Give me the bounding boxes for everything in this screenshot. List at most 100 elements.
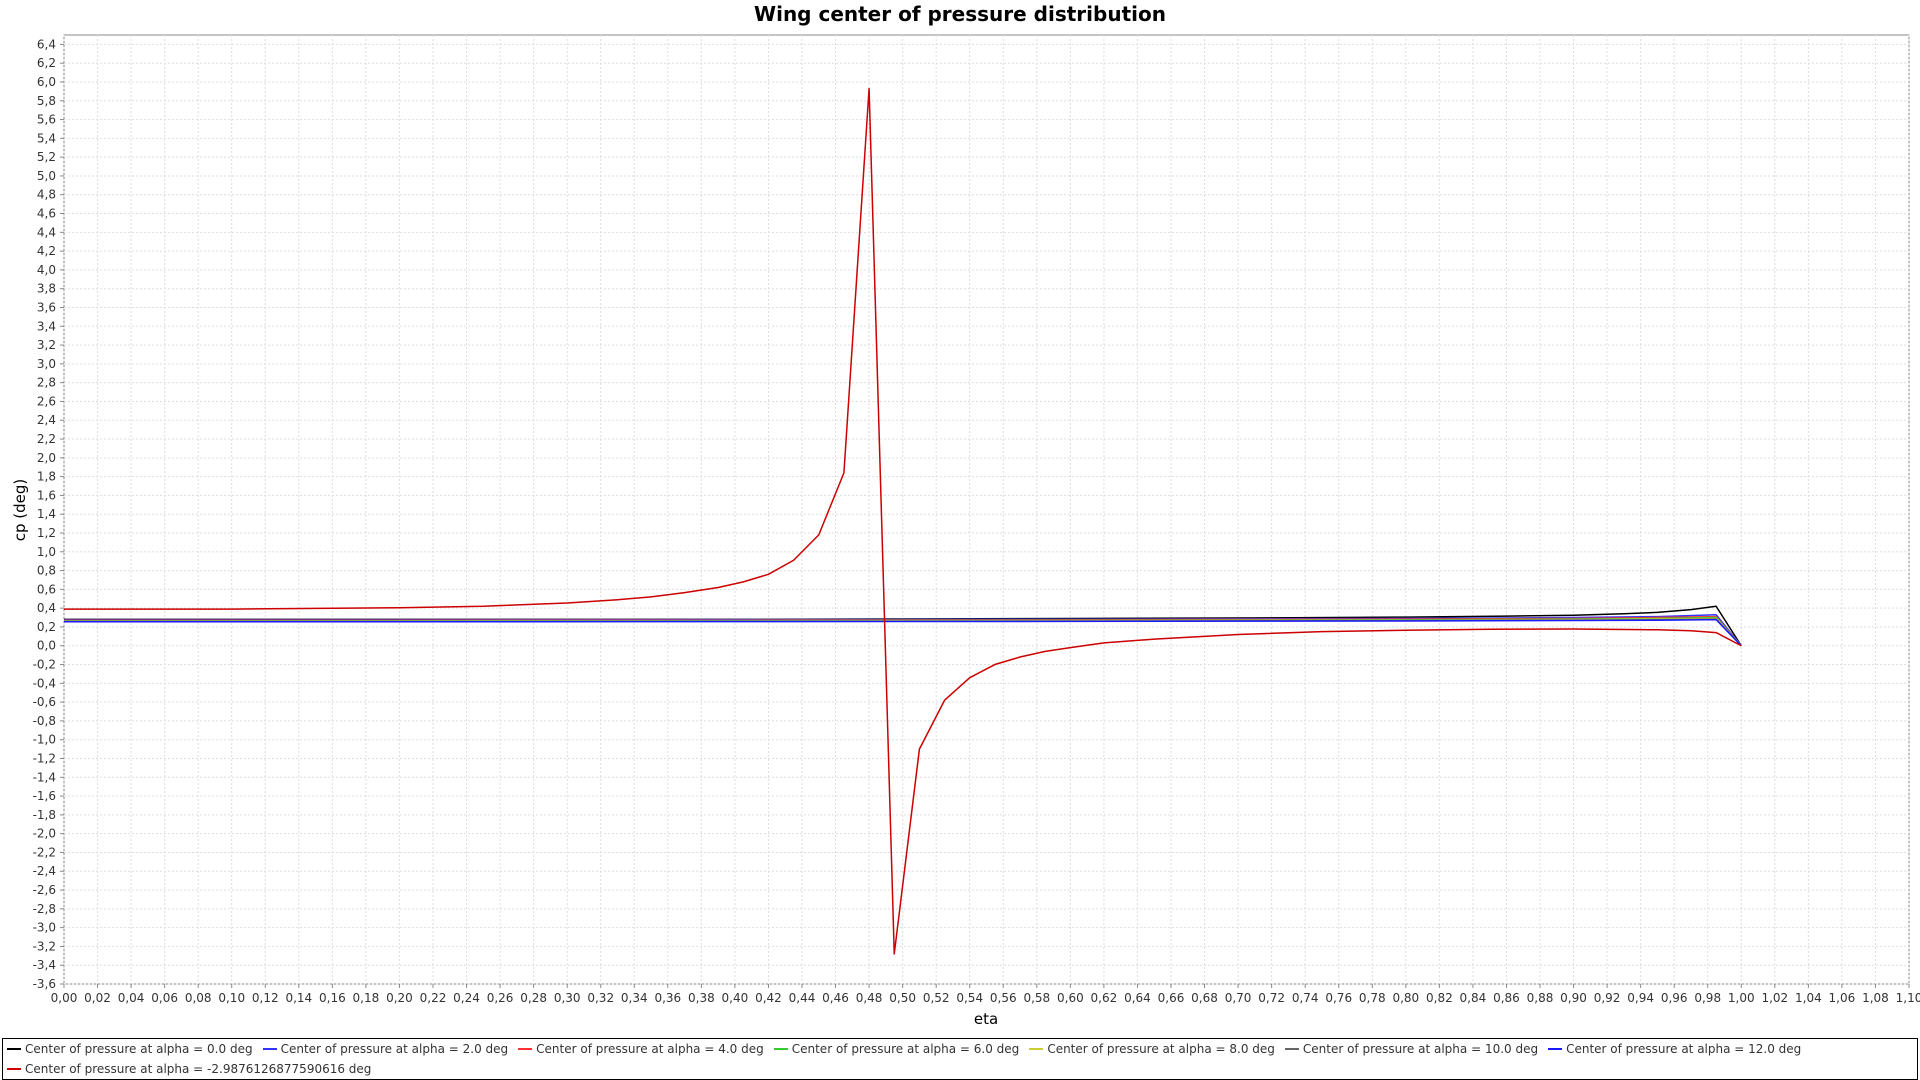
legend-swatch: [7, 1068, 21, 1070]
y-tick-label: 5,0: [37, 169, 56, 183]
x-tick-label: 0,70: [1225, 991, 1252, 1005]
y-tick-label: -3,6: [33, 977, 56, 991]
y-tick-label: -2,4: [33, 864, 56, 878]
y-tick-label: 0,6: [37, 582, 56, 596]
x-tick-label: 0,68: [1191, 991, 1218, 1005]
y-tick-label: 3,4: [37, 319, 56, 333]
x-tick-label: 0,20: [386, 991, 413, 1005]
y-tick-label: -0,8: [33, 714, 56, 728]
y-tick-label: 2,0: [37, 451, 56, 465]
x-tick-label: 0,90: [1560, 991, 1587, 1005]
x-tick-label: 1,00: [1728, 991, 1755, 1005]
x-tick-label: 0,56: [990, 991, 1017, 1005]
x-tick-label: 0,80: [1392, 991, 1419, 1005]
x-tick-label: 0,58: [1023, 991, 1050, 1005]
y-tick-label: 5,8: [37, 94, 56, 108]
y-tick-label: 6,4: [37, 37, 56, 51]
series-lines: [64, 87, 1742, 955]
chart-title: Wing center of pressure distribution: [754, 2, 1166, 26]
y-tick-label: -1,0: [33, 733, 56, 747]
y-tick-label: 1,6: [37, 488, 56, 502]
legend-item: Center of pressure at alpha = 2.0 deg: [262, 1042, 508, 1056]
x-tick-label: 0,38: [688, 991, 715, 1005]
x-tick-label: 0,28: [520, 991, 547, 1005]
legend-swatch: [7, 1048, 21, 1050]
x-tick-label: 0,26: [487, 991, 514, 1005]
y-tick-label: 2,8: [37, 376, 56, 390]
series-line-7: [64, 87, 1742, 955]
legend-label: Center of pressure at alpha = 10.0 deg: [1302, 1042, 1539, 1056]
legend-swatch: [1548, 1048, 1563, 1050]
x-tick-label: 0,30: [554, 991, 581, 1005]
legend-item: Center of pressure at alpha = -2.9876126…: [7, 1062, 371, 1076]
plot-area: [63, 34, 1910, 985]
y-tick-label: -3,0: [33, 921, 56, 935]
x-tick-label: 0,78: [1359, 991, 1386, 1005]
y-axis-label: cp (deg): [11, 479, 29, 542]
x-tick-label: 0,96: [1661, 991, 1688, 1005]
y-tick-label: -0,2: [33, 658, 56, 672]
x-tick-label: 0,64: [1124, 991, 1151, 1005]
x-tick-label: 0,74: [1292, 991, 1319, 1005]
x-tick-label: 0,46: [822, 991, 849, 1005]
y-tick-label: -1,4: [33, 770, 56, 784]
y-tick-label: 1,0: [37, 545, 56, 559]
y-tick-label: 5,4: [37, 131, 56, 145]
legend-row: Center of pressure at alpha = 0.0 deg Cen…: [3, 1039, 1807, 1059]
x-axis-label: eta: [974, 1010, 998, 1028]
y-tick-label: -0,6: [33, 695, 56, 709]
y-tick-label: 0,2: [37, 620, 56, 634]
legend-swatch: [773, 1048, 788, 1050]
x-tick-label: 0,66: [1158, 991, 1185, 1005]
y-tick-label: 2,4: [37, 413, 56, 427]
legend-swatch: [1284, 1048, 1299, 1050]
x-tick-label: 0,60: [1057, 991, 1084, 1005]
y-tick-label: -3,4: [33, 958, 56, 972]
x-tick-label: 0,40: [722, 991, 749, 1005]
y-tick-label: -1,6: [33, 789, 56, 803]
x-tick-label: 1,04: [1795, 991, 1822, 1005]
x-tick-label: 0,00: [51, 991, 78, 1005]
x-tick-label: 0,10: [218, 991, 245, 1005]
x-tick-label: 1,10: [1896, 991, 1920, 1005]
y-tick-label: -1,8: [33, 808, 56, 822]
y-tick-label: 5,2: [37, 150, 56, 164]
legend-row: Center of pressure at alpha = -2.9876126…: [3, 1059, 377, 1079]
x-tick-label: 0,34: [621, 991, 648, 1005]
legend-label: Center of pressure at alpha = 0.0 deg: [25, 1042, 253, 1056]
y-tick-label: 4,2: [37, 244, 56, 258]
y-tick-label: 3,8: [37, 282, 56, 296]
y-tick-label: 6,2: [37, 56, 56, 70]
series-line-6: [64, 618, 1742, 647]
legend: Center of pressure at alpha = 0.0 deg Cen…: [2, 1038, 1918, 1080]
y-tick-label: 4,8: [37, 188, 56, 202]
y-tick-label: -2,0: [33, 827, 56, 841]
x-tick-label: 0,54: [956, 991, 983, 1005]
legend-label: Center of pressure at alpha = 6.0 deg: [791, 1042, 1020, 1056]
y-tick-label: 3,0: [37, 357, 56, 371]
legend-item: Center of pressure at alpha = 8.0 deg: [1029, 1042, 1275, 1056]
x-tick-label: 0,08: [185, 991, 212, 1005]
legend-swatch: [1029, 1048, 1044, 1050]
y-axis-ticks: -3,6 -3,4 -3,2 -3,0 -2,8 -2,6 -2,4 -2,2 -2,0 -1,8…: [33, 37, 64, 991]
x-tick-label: 0,22: [420, 991, 447, 1005]
x-tick-label: 0,02: [84, 991, 111, 1005]
x-tick-label: 0,50: [889, 991, 916, 1005]
legend-item: Center of pressure at alpha = 12.0 deg: [1548, 1042, 1801, 1056]
legend-item: Center of pressure at alpha = 4.0 deg: [518, 1042, 764, 1056]
x-tick-label: 0,12: [252, 991, 279, 1005]
legend-label: Center of pressure at alpha = 12.0 deg: [1566, 1042, 1802, 1056]
y-tick-label: 5,6: [37, 113, 56, 127]
y-tick-label: -1,2: [33, 751, 56, 765]
y-tick-label: 1,2: [37, 526, 56, 540]
legend-label: Center of pressure at alpha = 4.0 deg: [536, 1042, 764, 1056]
x-tick-label: 0,82: [1426, 991, 1453, 1005]
x-tick-label: 1,08: [1862, 991, 1889, 1005]
y-tick-label: 0,0: [37, 639, 56, 653]
x-tick-label: 0,32: [587, 991, 614, 1005]
grid-lines: [63, 35, 1910, 985]
legend-item: Center of pressure at alpha = 0.0 deg: [7, 1042, 253, 1056]
legend-item: Center of pressure at alpha = 6.0 deg: [773, 1042, 1020, 1056]
y-tick-label: 4,4: [37, 225, 56, 239]
x-tick-label: 0,92: [1594, 991, 1621, 1005]
